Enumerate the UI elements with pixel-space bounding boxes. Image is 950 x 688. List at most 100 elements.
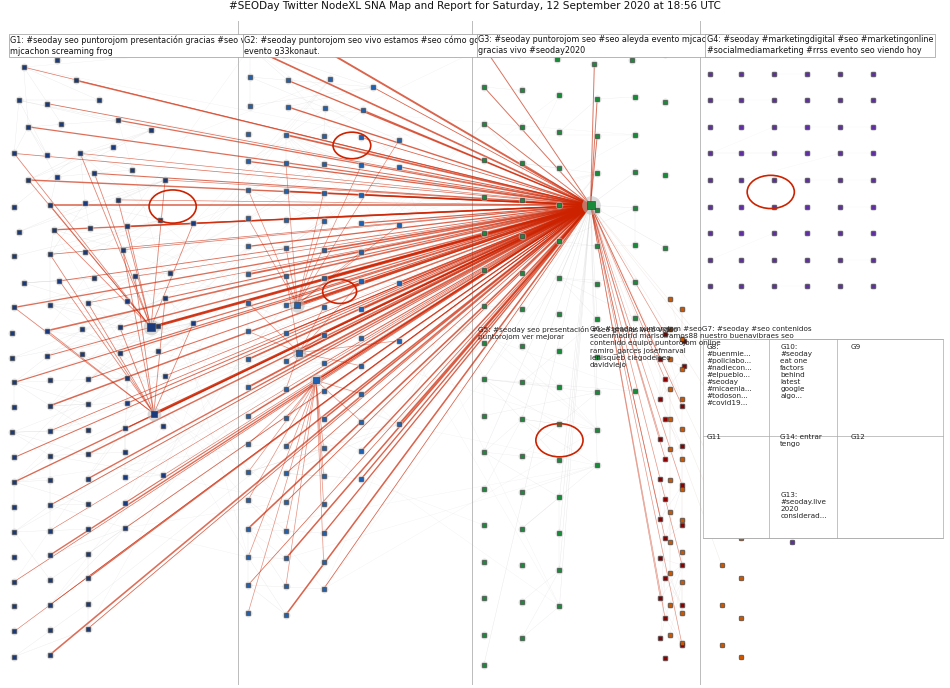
- Point: [156, 470, 171, 481]
- Point: [552, 235, 567, 246]
- Point: [703, 228, 718, 239]
- Point: [365, 81, 380, 92]
- Point: [353, 388, 369, 399]
- Point: [590, 424, 605, 435]
- Point: [703, 148, 718, 159]
- Point: [353, 445, 369, 456]
- Point: [662, 384, 677, 395]
- Point: [590, 424, 605, 435]
- Point: [653, 553, 668, 564]
- Point: [703, 201, 718, 212]
- Point: [276, 48, 291, 59]
- Point: [662, 413, 677, 424]
- Point: [52, 275, 67, 286]
- Point: [7, 601, 22, 612]
- Point: [476, 447, 491, 458]
- Point: [158, 175, 173, 186]
- Point: [43, 425, 58, 436]
- Point: [316, 358, 332, 369]
- Point: [703, 95, 718, 106]
- Point: [674, 423, 690, 434]
- Text: #SEODay Twitter NodeXL SNA Map and Report for Saturday, 12 September 2020 at 18:: #SEODay Twitter NodeXL SNA Map and Repor…: [229, 1, 721, 12]
- Point: [476, 483, 491, 494]
- Point: [799, 201, 814, 212]
- Point: [7, 477, 22, 488]
- Point: [67, 75, 83, 86]
- Point: [353, 217, 369, 228]
- Point: [353, 160, 369, 171]
- Point: [832, 254, 847, 265]
- Point: [280, 75, 295, 86]
- Point: [865, 201, 881, 212]
- Point: [674, 608, 690, 619]
- Point: [391, 277, 407, 288]
- Text: G14: entrar
tengo: G14: entrar tengo: [780, 434, 822, 447]
- Point: [590, 351, 605, 362]
- Point: [91, 95, 106, 106]
- Point: [5, 427, 20, 438]
- Point: [240, 354, 256, 365]
- Point: [799, 121, 814, 132]
- Point: [552, 528, 567, 539]
- Point: [552, 419, 567, 430]
- Point: [74, 324, 89, 335]
- Point: [807, 510, 822, 521]
- Point: [865, 148, 881, 159]
- Point: [627, 385, 642, 396]
- Point: [72, 148, 87, 159]
- Point: [714, 480, 730, 491]
- Point: [552, 89, 567, 100]
- Point: [662, 599, 677, 610]
- Point: [318, 103, 333, 114]
- Point: [49, 171, 65, 182]
- Point: [120, 398, 135, 409]
- Point: [653, 433, 668, 444]
- Point: [590, 460, 605, 471]
- Point: [674, 515, 690, 526]
- Point: [832, 43, 847, 54]
- Point: [780, 374, 795, 385]
- Point: [674, 546, 690, 557]
- Point: [674, 608, 690, 619]
- Point: [590, 278, 605, 289]
- Point: [832, 121, 847, 132]
- Point: [278, 525, 294, 536]
- Point: [43, 499, 58, 510]
- Point: [162, 268, 178, 279]
- Point: [7, 576, 22, 587]
- Point: [514, 85, 529, 96]
- Point: [552, 455, 567, 466]
- Point: [832, 254, 847, 265]
- Point: [662, 568, 677, 579]
- Point: [153, 215, 168, 226]
- Point: [240, 354, 256, 365]
- Point: [316, 556, 332, 567]
- Point: [662, 475, 677, 486]
- Point: [514, 121, 529, 132]
- Point: [47, 224, 62, 235]
- Point: [43, 200, 58, 211]
- Point: [514, 559, 529, 570]
- Point: [865, 121, 881, 132]
- Point: [552, 382, 567, 393]
- Point: [120, 295, 135, 306]
- Point: [823, 408, 838, 419]
- Point: [657, 493, 673, 504]
- Point: [240, 156, 256, 167]
- Point: [514, 596, 529, 607]
- Point: [7, 651, 22, 662]
- Point: [240, 579, 256, 590]
- Point: [240, 495, 256, 506]
- Point: [240, 213, 256, 224]
- Point: [80, 623, 95, 634]
- Point: [316, 330, 332, 341]
- Point: [146, 408, 162, 419]
- Point: [714, 639, 730, 650]
- Point: [823, 384, 838, 395]
- Point: [552, 419, 567, 430]
- Point: [278, 186, 294, 197]
- Point: [316, 244, 332, 255]
- Point: [733, 121, 749, 132]
- Point: [476, 556, 491, 567]
- Point: [657, 652, 673, 663]
